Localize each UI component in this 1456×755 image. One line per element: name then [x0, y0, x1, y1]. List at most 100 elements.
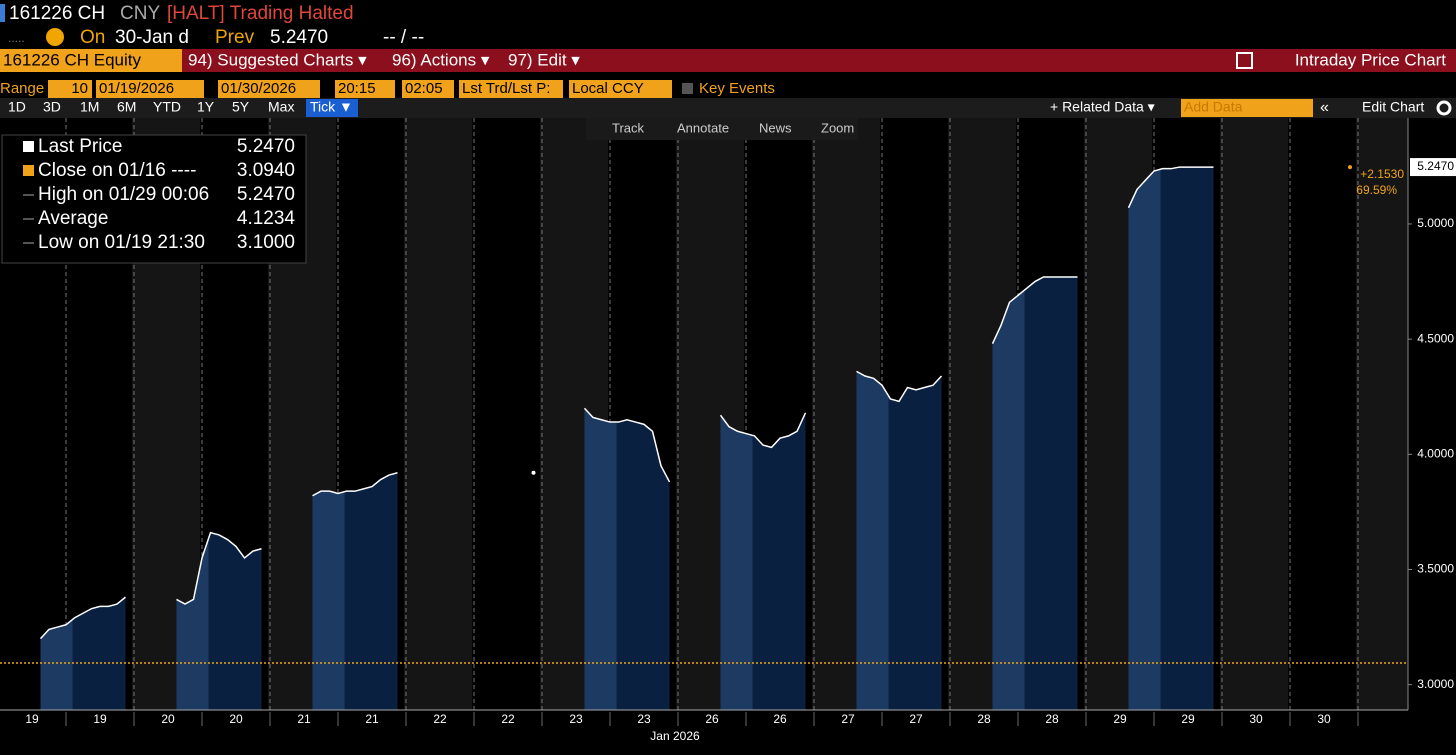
- range-count[interactable]: 10: [71, 80, 88, 97]
- chart: 3.0000 3.5000 4.0000 4.5000 5.0000 5.2470 +2.1…: [0, 118, 1456, 743]
- x-tick-label: 27: [841, 712, 855, 726]
- x-tick-label: 21: [297, 712, 311, 726]
- field[interactable]: [218, 80, 320, 98]
- security-box: [0, 49, 182, 72]
- x-tick-label: 26: [705, 712, 719, 726]
- period[interactable]: Max: [268, 99, 294, 115]
- end-date[interactable]: 01/30/2026: [221, 80, 296, 97]
- start-date[interactable]: 01/19/2026: [99, 80, 174, 97]
- x-tick-label: 21: [365, 712, 379, 726]
- chart-tool[interactable]: News: [759, 120, 792, 135]
- period[interactable]: YTD: [153, 99, 181, 115]
- legend-name: Last Price: [38, 136, 122, 157]
- x-tick-label: 22: [501, 712, 515, 726]
- x-axis-title: Jan 2026: [650, 729, 700, 743]
- chart-toolbar: [586, 118, 858, 140]
- period-active[interactable]: [306, 99, 358, 117]
- y-tick-label: 4.0000: [1417, 446, 1454, 460]
- bid-ask: -- / --: [383, 27, 424, 48]
- chart-tool[interactable]: Track: [612, 120, 645, 135]
- legend-value: 3.1000: [237, 232, 295, 253]
- field[interactable]: [48, 80, 92, 98]
- price-line: [176, 531, 262, 605]
- x-tick-label: 22: [433, 712, 447, 726]
- price-line: [1127, 166, 1214, 209]
- y-tick-label: 4.5000: [1417, 331, 1454, 345]
- chart-tool[interactable]: Annotate: [677, 120, 729, 135]
- period-bar: [0, 98, 1456, 118]
- y-tick-label: 3.0000: [1417, 677, 1454, 691]
- menu-bar: [0, 49, 1456, 72]
- end-time[interactable]: 02:05: [405, 80, 443, 97]
- legend-swatch: [23, 141, 34, 152]
- last-price-box: [1410, 158, 1456, 177]
- legend-name: Close on 01/16 ----: [38, 160, 196, 181]
- related-data[interactable]: + Related Data ▾: [1050, 99, 1155, 115]
- x-tick-label: 26: [773, 712, 787, 726]
- menu-item[interactable]: 96) Actions ▾: [392, 50, 490, 69]
- period[interactable]: 6M: [117, 99, 136, 115]
- add-data[interactable]: Add Data: [1184, 99, 1243, 115]
- change-dot: [1348, 165, 1352, 170]
- add-data-box[interactable]: [1181, 99, 1313, 117]
- field[interactable]: [335, 80, 395, 98]
- period[interactable]: 1M: [80, 99, 99, 115]
- date: 30-Jan d: [115, 27, 189, 48]
- ticker: 161226 CH: [9, 3, 105, 24]
- x-tick-label: 23: [569, 712, 583, 726]
- legend-value: 5.2470: [237, 184, 295, 205]
- security: 161226 CH Equity: [3, 50, 141, 69]
- field[interactable]: [569, 80, 672, 98]
- legend-box: [1, 134, 307, 264]
- change: +2.1530: [1360, 167, 1404, 181]
- price-line: [312, 472, 398, 497]
- menu-item[interactable]: 94) Suggested Charts ▾: [188, 50, 367, 69]
- stripe: [1356, 118, 1408, 710]
- x-tick-label: 29: [1113, 712, 1127, 726]
- field[interactable]: [96, 80, 204, 98]
- field-select[interactable]: Lst Trd/Lst P:: [462, 80, 550, 97]
- price-line: [991, 276, 1078, 345]
- legend-value: 5.2470: [237, 136, 295, 157]
- session-highlight: [1128, 167, 1161, 710]
- period[interactable]: 1Y: [197, 99, 215, 115]
- edit-chart[interactable]: Edit Chart: [1362, 99, 1424, 115]
- x-tick-label: 28: [1045, 712, 1059, 726]
- y-tick-label: 3.5000: [1417, 562, 1454, 576]
- key-events[interactable]: Key Events: [699, 80, 775, 97]
- legend-name: High on 01/29 00:06: [38, 184, 209, 205]
- legend-name: Average: [38, 208, 108, 229]
- legend-value: 4.1234: [237, 208, 296, 229]
- menu-item[interactable]: 97) Edit ▾: [508, 50, 580, 69]
- currency-select[interactable]: Local CCY: [572, 80, 644, 97]
- period[interactable]: 3D: [43, 99, 61, 115]
- period[interactable]: 1D: [8, 99, 26, 115]
- menu-title: Intraday Price Chart: [1295, 50, 1446, 69]
- field[interactable]: [402, 80, 454, 98]
- x-tick-label: 20: [161, 712, 175, 726]
- checkbox[interactable]: [682, 83, 693, 94]
- prev-label: Prev: [215, 27, 255, 48]
- axis-bg: [1408, 118, 1456, 710]
- price-line: [583, 407, 671, 483]
- chart-tool[interactable]: Zoom: [821, 120, 854, 135]
- dots: .....: [8, 31, 25, 45]
- popout-icon[interactable]: [1236, 52, 1253, 69]
- price-line: [856, 370, 943, 403]
- range-label: Range: [0, 80, 44, 97]
- x-tick-label: 20: [229, 712, 243, 726]
- x-tick-label: 28: [977, 712, 991, 726]
- period[interactable]: 5Y: [232, 99, 250, 115]
- x-tick-label: 23: [637, 712, 651, 726]
- on-label: On: [80, 27, 105, 48]
- gear[interactable]: [1436, 100, 1452, 116]
- currency: CNY: [120, 3, 160, 24]
- period[interactable]: Tick ▼: [310, 99, 353, 115]
- price-line: [719, 412, 807, 449]
- speed-icon: [46, 28, 64, 46]
- start-time[interactable]: 20:15: [338, 80, 376, 97]
- collapse[interactable]: «: [1320, 99, 1329, 116]
- stripe: [404, 118, 472, 710]
- field[interactable]: [459, 80, 563, 98]
